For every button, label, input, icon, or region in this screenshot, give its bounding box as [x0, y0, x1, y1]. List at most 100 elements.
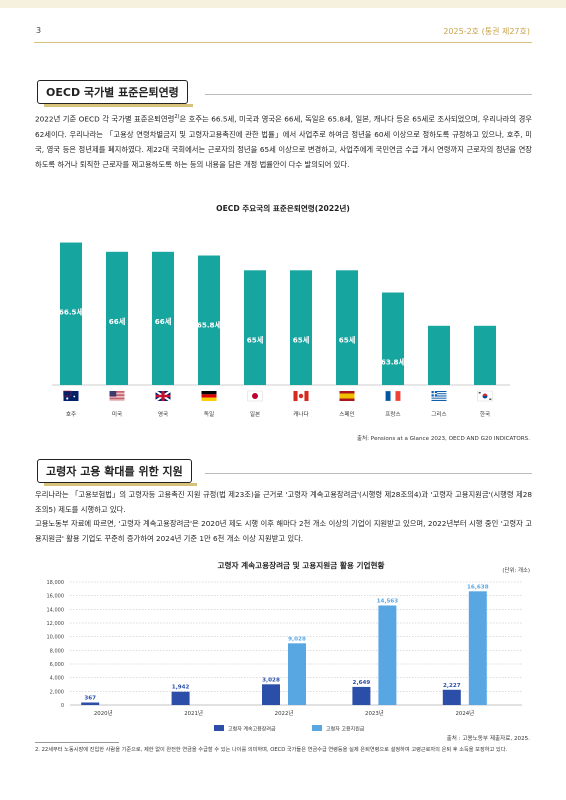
bar-data-label: 14,563 [377, 598, 399, 604]
chart1-source: 출처: Pensions at a Glance 2023, OECD AND … [356, 436, 530, 442]
bar-france [382, 292, 404, 385]
bar-continued-employment [442, 689, 461, 705]
bar-data-label: 16,638 [467, 584, 489, 590]
y-tick-label: 14,000 [47, 607, 65, 613]
flag-canada-icon [293, 390, 309, 402]
flag-france-icon [385, 390, 401, 402]
bar-data-label: 367 [84, 695, 96, 701]
flag-uk-icon [154, 390, 172, 402]
bar-uk [152, 251, 174, 385]
y-tick-label: 8,000 [50, 648, 64, 654]
y-tick-label: 12,000 [47, 621, 65, 627]
category-label: 호주 [66, 411, 76, 418]
top-color-band [0, 0, 566, 8]
section2-paragraph-2: 고용노동부 자료에 따르면, '고령자 계속고용장려금'은 2020년 제도 시… [35, 519, 532, 544]
section-title-retirement-age: OECD 국가별 표준은퇴연령 [37, 80, 193, 107]
legend-label: 고령자 고용지원금 [326, 726, 365, 733]
category-label: 스페인 [339, 410, 354, 418]
bar-data-label: 66.5세 [59, 308, 84, 317]
bar-data-label: 1,942 [172, 685, 190, 691]
y-tick-label: 16,000 [47, 594, 65, 600]
bar-australia [60, 242, 82, 385]
section2-paragraph-1: 우리나라는 「고용보험법」의 고령자등 고용촉진 지원 규정(법 제23조)을 … [35, 490, 532, 515]
chart-senior-employment-support: 0 2,000 4,000 6,000 8,000 10,000 12,000 14,000 1… [47, 580, 522, 733]
bar-germany [198, 255, 220, 385]
x-tick-label: 2022년 [275, 709, 294, 717]
y-tick-label: 18,000 [47, 580, 65, 586]
bar-data-label: 66세 [109, 317, 126, 326]
section-divider [205, 94, 532, 95]
x-tick-label: 2020년 [94, 709, 113, 717]
y-tick-label: 0 [61, 703, 64, 709]
bar-data-label: 66세 [155, 317, 172, 326]
y-tick-label: 2,000 [50, 689, 64, 695]
bar-usa [106, 251, 128, 385]
chart2-unit: (단위: 개소) [502, 568, 530, 574]
category-label: 미국 [112, 410, 122, 418]
chart1-title: OECD 주요국의 표준은퇴연령(2022년) [216, 204, 350, 213]
bar-canada [290, 270, 312, 385]
flag-spain-icon [339, 391, 355, 401]
para-text: 2022년 기준 OECD 각 국가별 표준은퇴연령 [35, 114, 175, 124]
page-number: 3 [36, 26, 42, 35]
y-tick-label: 10,000 [47, 635, 65, 641]
bar-continued-employment [81, 702, 100, 705]
bar-data-label: 63.8세 [381, 358, 406, 367]
bar-employment-subsidy [468, 591, 487, 705]
bar-data-label: 65.8세 [197, 321, 222, 330]
x-tick-label: 2021년 [184, 709, 203, 717]
flag-korea-icon [477, 390, 493, 402]
section-divider [205, 473, 532, 474]
bar-data-label: 2,649 [353, 680, 371, 686]
section-title-senior-employment: 고령자 고용 확대를 위한 지원 [37, 459, 197, 486]
x-tick-label: 2024년 [455, 709, 474, 717]
bar-data-label: 3,028 [262, 677, 280, 683]
category-label: 그리스 [431, 410, 446, 418]
section-title-underline [44, 104, 193, 107]
legend-swatch [312, 725, 322, 731]
bar-spain [336, 270, 358, 385]
bar-korea [474, 325, 496, 385]
bar-continued-employment [171, 691, 190, 705]
footnote-divider [35, 742, 119, 743]
category-label: 독일 [204, 410, 214, 418]
bar-japan [244, 270, 266, 385]
section1-paragraph: 2022년 기준 OECD 각 국가별 표준은퇴연령2)은 호주는 66.5세,… [35, 110, 532, 172]
bar-data-label: 65세 [339, 335, 356, 344]
category-label: 한국 [480, 411, 490, 418]
chart2-source: 출처 : 고용노동부 제출자료, 2025. [446, 736, 530, 742]
section-title-underline [44, 483, 197, 486]
category-label: 캐나다 [293, 410, 308, 418]
bar-continued-employment [352, 686, 371, 705]
legend-swatch [214, 725, 224, 731]
section-title-text: OECD 국가별 표준은퇴연령 [46, 86, 179, 99]
bar-data-label: 9,028 [288, 636, 306, 642]
header-divider [34, 42, 532, 43]
bar-employment-subsidy [288, 643, 306, 705]
bar-data-label: 2,227 [443, 683, 461, 689]
bar-continued-employment [262, 684, 280, 705]
flag-japan-icon [247, 390, 263, 402]
flag-germany-icon [201, 391, 217, 401]
chart2-title: 고령자 계속고용장려금 및 고용지원금 활용 기업현황 [217, 561, 385, 570]
bar-data-label: 65세 [293, 335, 310, 344]
issue-label: 2025-2호 (통권 제27호) [443, 27, 530, 36]
bar-data-label: 65세 [247, 335, 264, 344]
y-tick-label: 6,000 [50, 662, 64, 668]
flag-greece-icon [431, 391, 447, 401]
legend-label: 고령자 계속고용장려금 [228, 726, 276, 733]
flag-usa-icon [109, 391, 125, 401]
section-title-text: 고령자 고용 확대를 위한 지원 [46, 465, 183, 478]
category-label: 일본 [250, 410, 260, 418]
footnote-ref: 2) [174, 114, 180, 120]
bar-employment-subsidy [378, 605, 397, 705]
category-label: 프랑스 [385, 411, 400, 418]
x-tick-label: 2023년 [365, 709, 384, 717]
bar-greece [428, 325, 450, 385]
para-text: 은 호주는 66.5세, 미국과 영국은 66세, 독일은 65.8세, 일본,… [35, 114, 532, 170]
flag-australia-icon [63, 390, 79, 401]
category-label: 영국 [158, 410, 168, 418]
footnote: 2. 22세부터 노동시장에 진입한 사람을 기준으로, 제한 없이 완전한 연… [35, 747, 508, 753]
y-tick-label: 4,000 [50, 676, 64, 682]
